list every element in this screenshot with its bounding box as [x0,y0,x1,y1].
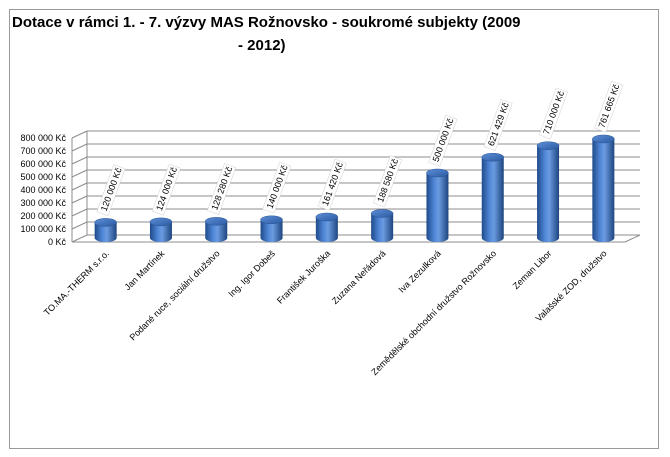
data-label: 621 429 Kč [483,99,513,151]
y-tick-label: 500 000 Kč [20,172,66,182]
bar [260,215,283,242]
category-label: Iva Zezulková [397,248,443,294]
y-tick-label: 700 000 Kč [20,146,66,156]
data-label: 161 420 Kč [317,158,347,211]
bar [592,134,615,242]
category-label: Zeman Libor [511,248,554,291]
data-label: 124 000 Kč [151,163,181,216]
gridline-wall [71,169,88,178]
category-label: TO.MA.-THERM s.r.o. [42,248,111,317]
bar-top [592,134,615,144]
data-label-box [483,99,513,151]
chart-title-line-1: Dotace v rámci 1. - 7. výzvy MAS Rožnovs… [12,14,521,31]
data-label-box [594,80,624,133]
y-tick-labels: 0 Kč 100 000 Kč 200 000 Kč 300 000 Kč 400 00… [20,133,66,247]
data-label-box [317,158,347,211]
data-label-box [151,163,181,216]
data-label-box [96,164,126,217]
data-label-box [207,163,237,215]
bar [426,168,449,242]
bar [94,218,117,242]
data-label: 120 000 Kč [96,164,126,217]
chart-title-line-2: - 2012) [238,37,286,54]
bar-top [205,217,228,226]
bar [205,217,228,242]
y-tick-label: 600 000 Kč [20,159,66,169]
y-tick-label: 300 000 Kč [20,198,66,208]
bar-body [149,221,172,242]
y-tick-label: 800 000 Kč [20,133,66,143]
bar [536,141,560,242]
gridline-wall [71,195,88,204]
bar-top [370,209,394,218]
gridline-wall [71,130,88,139]
bar [370,209,394,242]
bar-body [426,173,449,242]
gridline-wall [71,156,88,165]
y-tick-label: 200 000 Kč [20,211,66,221]
category-label: Zuzana Neřádová [330,248,388,306]
bar-top [315,212,339,222]
bar-body [94,222,117,242]
axes [71,131,641,243]
gridline-wall [71,208,88,217]
category-label: František Juroška [275,248,332,305]
bar-top [481,152,504,162]
bar-body [592,138,615,242]
bars [94,134,615,242]
bar-body [537,145,560,242]
category-label: Podané ruce, sociální družstvo [128,248,222,342]
category-label: Ing. Igor Dobeš [226,248,277,299]
data-label: 500 000 Kč [428,114,458,167]
data-label-box [538,87,568,140]
floor-right-edge [624,234,641,243]
y-tick-label: 100 000 Kč [20,224,66,234]
data-label-box [372,155,402,208]
bar-body [371,213,394,242]
data-label: 761 665 Kč [594,80,624,133]
data-label: 128 280 Kč [207,163,237,215]
bar [315,212,339,242]
bar-top [536,141,560,150]
y-tick-label: 0 Kč [48,237,67,247]
bar-top [149,217,173,227]
bar-body [260,219,283,242]
bar-top [260,215,283,225]
gridline-wall [71,221,88,230]
gridline-wall [71,234,88,243]
bar-body [205,221,228,242]
gridline-wall [71,182,88,191]
bar-body [315,217,338,242]
bar-top [94,218,117,227]
category-label: Zemědělské obchodní družstvo Rožnovsko [369,248,498,377]
bar [149,217,173,242]
bar-top [426,168,449,178]
bar [481,152,504,242]
gridline-wall [71,143,88,152]
data-label-box [428,114,458,167]
y-tick-label: 400 000 Kč [20,185,66,195]
bar-body [481,157,504,242]
category-label: Jan Martínek [123,248,167,292]
data-label: 188 580 Kč [372,155,402,208]
data-label-box [262,161,292,214]
